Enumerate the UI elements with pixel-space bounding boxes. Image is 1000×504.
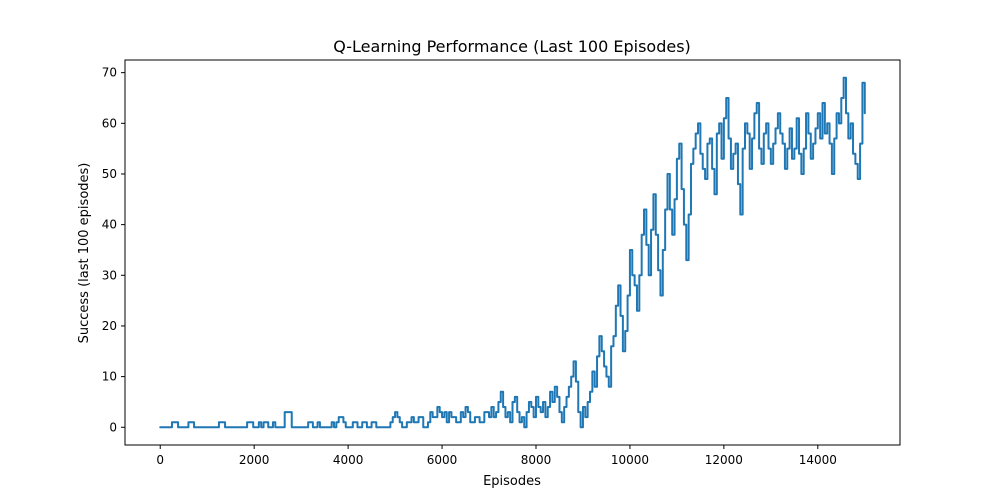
plot-area [159,76,866,429]
x-tick-label: 2000 [239,453,270,467]
x-tick-label: 4000 [333,453,364,467]
plot-frame [124,59,901,446]
x-tick-label: 8000 [521,453,552,467]
x-tick-label: 6000 [427,453,458,467]
y-tick-label: 0 [109,420,117,434]
y-tick-label: 40 [102,218,117,232]
y-tick-label: 10 [102,370,117,384]
y-tick-label: 20 [102,319,117,333]
x-tick-label: 0 [156,453,164,467]
y-axis-ticks: 0 10 20 30 40 50 60 70 [102,66,125,434]
y-axis-label: Success (last 100 episodes) [77,163,92,344]
y-tick-label: 70 [102,66,117,80]
x-tick-label: 14000 [799,453,837,467]
x-tick-label: 12000 [705,453,743,467]
y-tick-label: 50 [102,167,117,181]
x-tick-label: 10000 [611,453,649,467]
x-axis-ticks: 0 2000 4000 6000 8000 10000 12000 14000 [156,445,837,467]
series-line [159,76,866,429]
y-tick-label: 30 [102,268,117,282]
y-tick-label: 60 [102,116,117,130]
x-axis-label: Episodes [483,474,541,489]
chart-title: Q-Learning Performance (Last 100 Episode… [333,37,691,56]
